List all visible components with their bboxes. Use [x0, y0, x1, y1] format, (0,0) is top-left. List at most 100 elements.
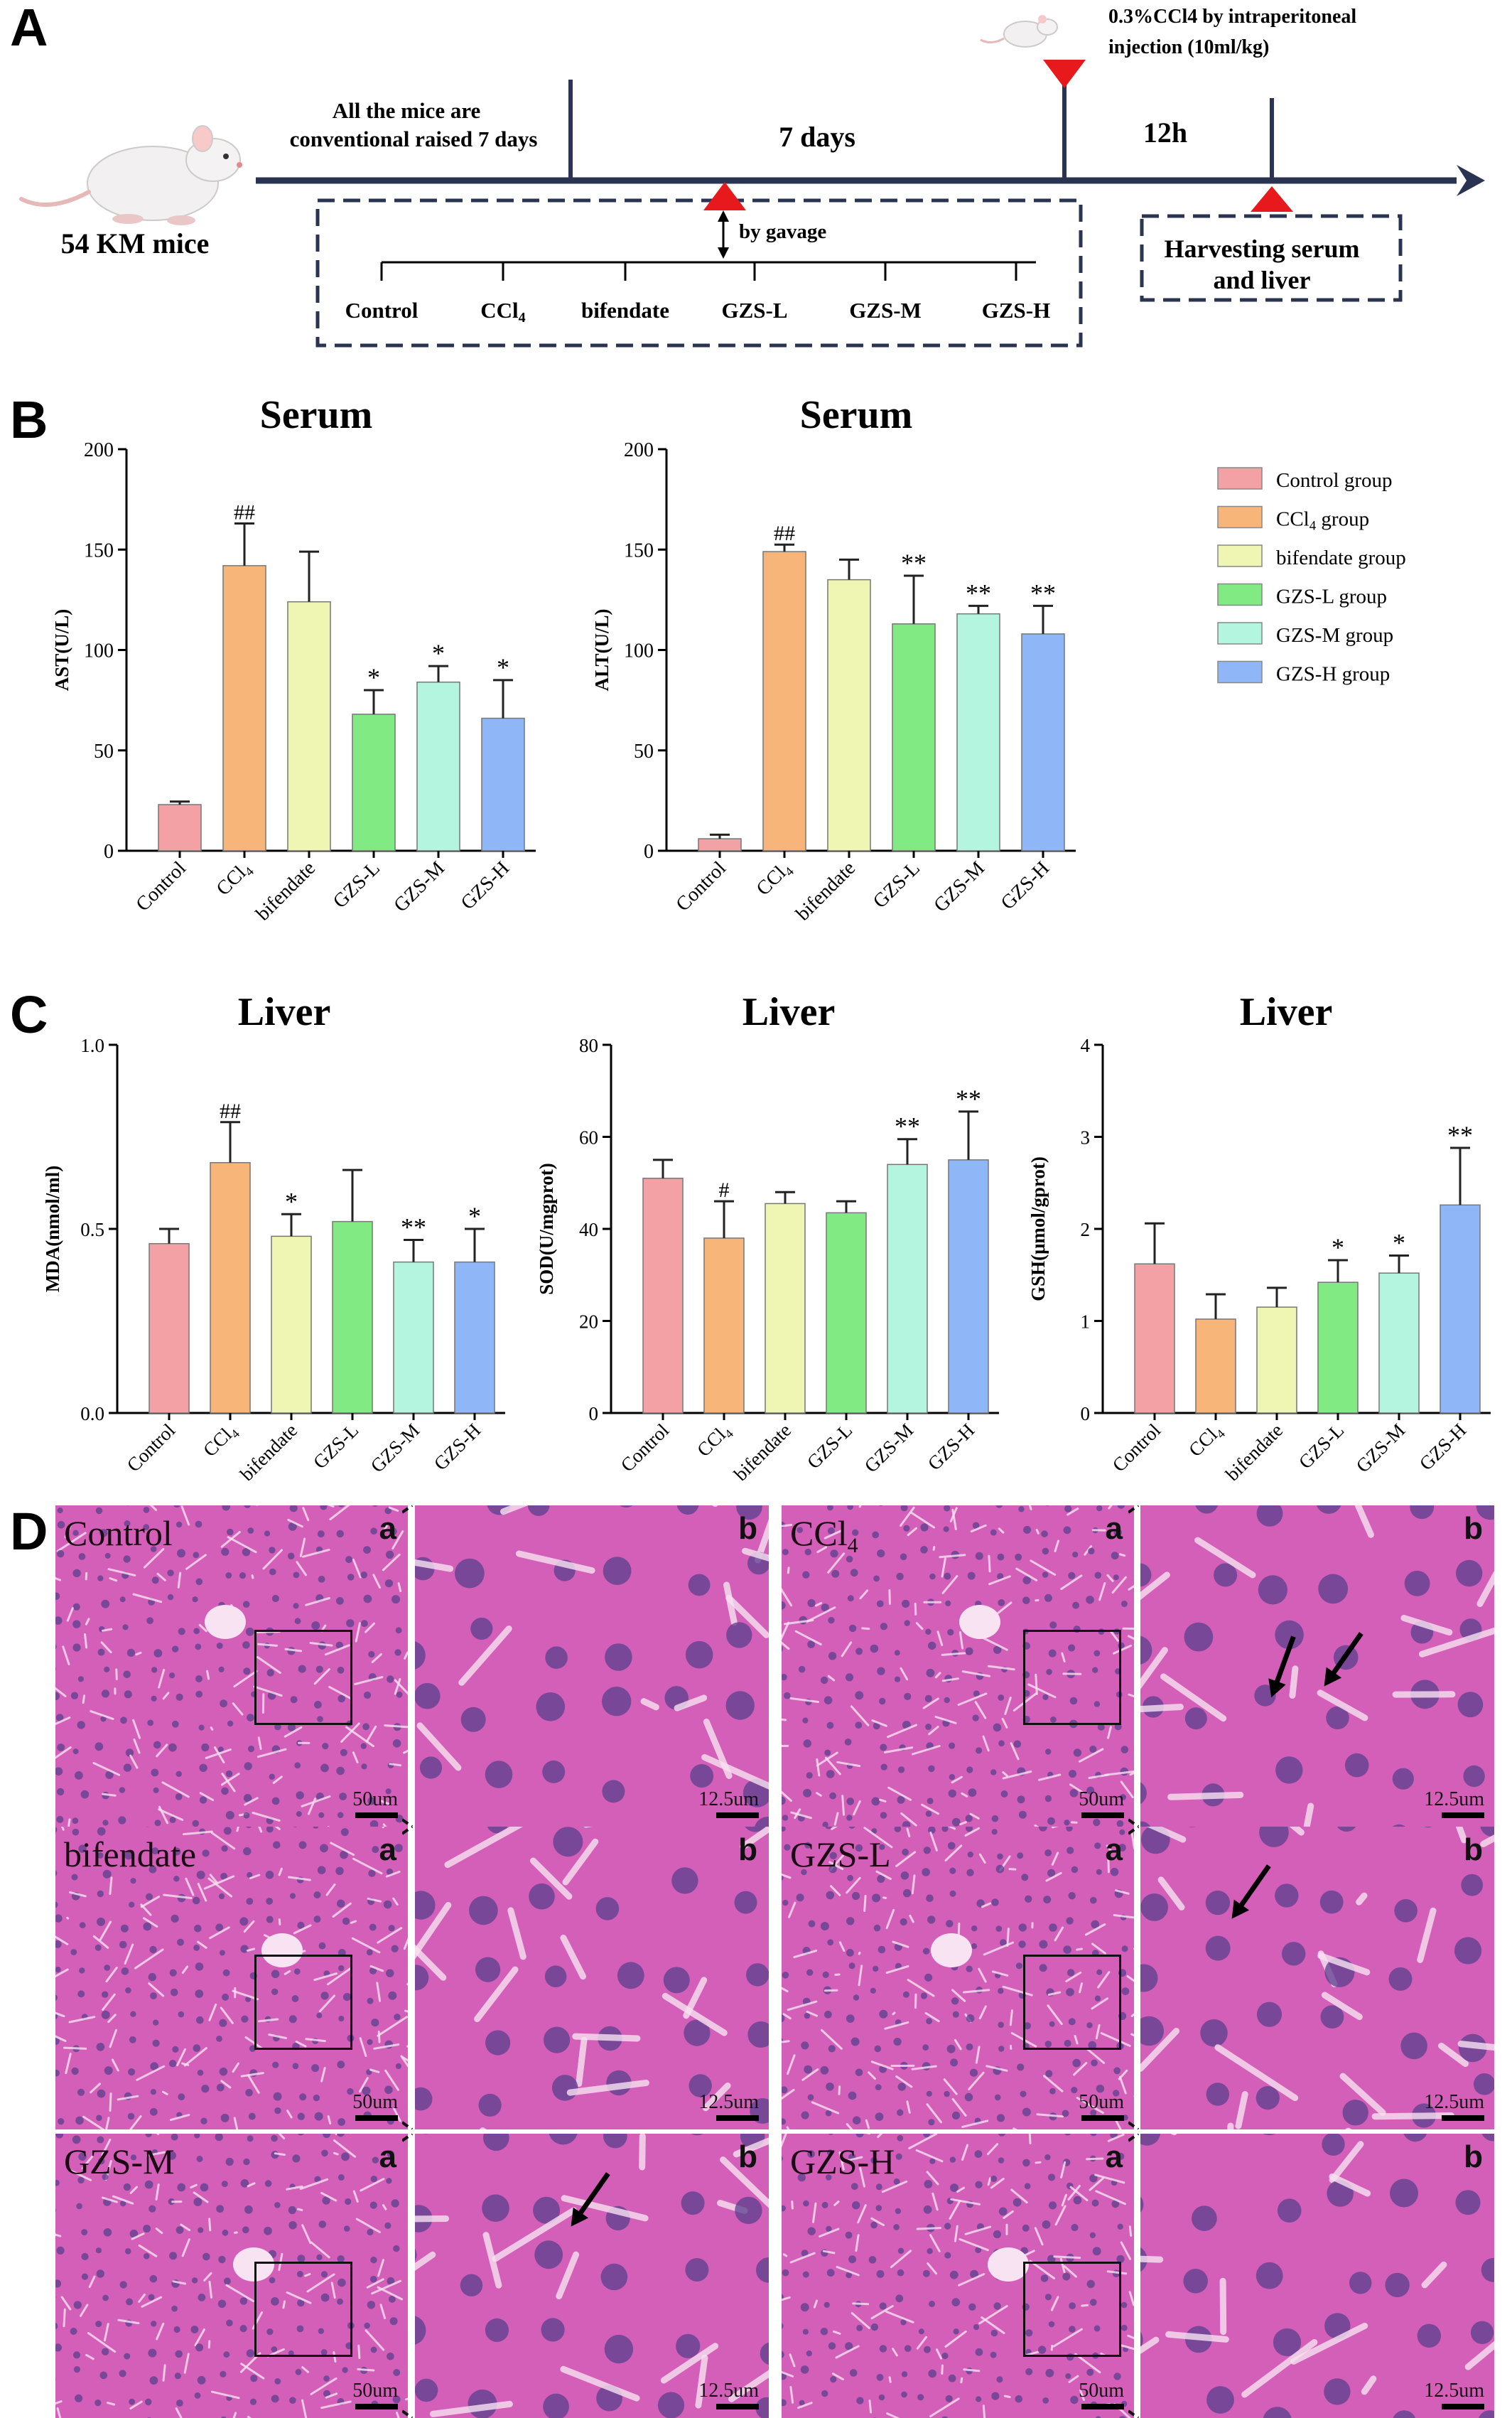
- scale-bar: [1081, 2115, 1124, 2121]
- bar-gzs-l: [892, 623, 936, 851]
- x-tick-label: GZS-H: [430, 1419, 485, 1474]
- x-tick-label: Control: [672, 857, 731, 916]
- chart-sod: Liver 0 20 40 60 80 SOD(U/mgprot) Control # CCl4b…: [536, 990, 999, 1485]
- bar-gzs-m: [887, 1164, 928, 1414]
- chart-gsh: Liver 0 1 2 3 4 GSH(μmol/gprot) Control CCl4bife…: [1027, 990, 1491, 1485]
- gavage-group-2: bifendate: [581, 298, 669, 323]
- zoom-connector: [1128, 1827, 1140, 2129]
- scale-bar: [1442, 2404, 1484, 2409]
- chart-title: Serum: [260, 393, 373, 437]
- y-tick-label: 80: [579, 1035, 598, 1056]
- bar-gzs-l: [1317, 1281, 1359, 1414]
- x-tick-label: GZS-H: [457, 857, 514, 914]
- panel-letter-b: B: [10, 390, 48, 449]
- y-tick-label: 0: [644, 841, 654, 863]
- y-axis-label: GSH(μmol/gprot): [1027, 1156, 1049, 1301]
- central-vein: [205, 1605, 246, 1639]
- central-vein: [959, 1605, 1000, 1639]
- histology-zoom-1: b 12.5um: [1140, 1505, 1494, 1827]
- bar-gzs-h: [1021, 633, 1065, 851]
- legend-label: GZS-L group: [1276, 586, 1387, 608]
- y-tick-label: 200: [624, 439, 654, 461]
- zoom-connector: [1128, 1505, 1140, 1827]
- bar-gzs-m: [416, 681, 460, 851]
- period-7days: 7 days: [779, 121, 855, 153]
- x-tick-label: bifendate: [792, 857, 860, 925]
- bar-ccl4: [210, 1162, 251, 1414]
- bar-ccl4: [703, 1237, 745, 1414]
- histology-group-name: CCl4: [790, 1513, 858, 1557]
- x-tick-label: GZS-M: [929, 857, 989, 917]
- central-vein: [931, 1933, 972, 1967]
- bar-bifendate: [765, 1203, 806, 1414]
- scale-text: 50um: [1079, 1788, 1124, 1810]
- x-tick-label: bifendate: [236, 1419, 301, 1485]
- y-tick-label: 0: [104, 841, 114, 863]
- scale-text: 12.5um: [698, 2091, 759, 2113]
- legend-swatch: [1217, 660, 1263, 684]
- scale-bar: [716, 2115, 759, 2121]
- scale-bar: [1081, 2404, 1124, 2409]
- harvest-text-2: and liver: [1213, 266, 1310, 294]
- subpanel-b-label: b: [1464, 2139, 1483, 2174]
- significance-mark: **: [901, 549, 927, 577]
- significance-mark: ##: [774, 522, 795, 545]
- mice-count-label: 54 KM mice: [61, 227, 210, 259]
- x-tick-label: GZS-L: [1295, 1419, 1348, 1473]
- x-tick-label: GZS-M: [389, 857, 449, 917]
- bar-gzs-h: [948, 1159, 989, 1414]
- bar-bifendate: [1256, 1306, 1297, 1414]
- y-axis-label: AST(U/L): [51, 609, 72, 692]
- lesion-arrow: [1231, 1864, 1271, 1919]
- x-tick-label: GZS-H: [1415, 1419, 1470, 1474]
- scale-bar: [355, 1812, 398, 1818]
- zoom-region-box: [254, 1955, 352, 2050]
- y-tick-label: 50: [94, 741, 114, 763]
- x-tick-label: Control: [1108, 1419, 1165, 1476]
- scale-bar: [716, 2404, 759, 2409]
- histology-group-name: GZS-L: [790, 1834, 891, 1874]
- y-tick-label: 0: [1081, 1403, 1091, 1424]
- significance-mark: **: [1447, 1121, 1473, 1149]
- scale-text: 50um: [352, 1788, 398, 1810]
- y-tick-label: 0: [589, 1403, 599, 1424]
- gavage-group-0: Control: [345, 298, 418, 323]
- significance-mark: **: [895, 1112, 920, 1141]
- y-axis-label: MDA(nmol/ml): [42, 1166, 63, 1292]
- bar-gzs-l: [826, 1212, 867, 1414]
- x-tick-label: bifendate: [730, 1419, 795, 1485]
- lesion-arrow: [571, 2172, 610, 2227]
- significance-mark: *: [1393, 1229, 1405, 1257]
- injection-triangle: [1043, 60, 1086, 88]
- panel-letter-c: C: [10, 985, 48, 1044]
- bar-ccl4: [762, 551, 806, 851]
- gavage-group-1: CCl4: [480, 298, 525, 326]
- y-axis-label: ALT(U/L): [591, 608, 612, 691]
- chart-alt: Serum 0 50 100 150 200 ALT(U/L) Control ## CCl4bi…: [591, 393, 1076, 925]
- panel-letter-d: D: [10, 1502, 48, 1561]
- bar-gzs-m: [1378, 1272, 1420, 1414]
- injection-text-1: 0.3%CCl4 by intraperitoneal: [1108, 6, 1356, 28]
- y-axis-label: SOD(U/mgprot): [536, 1163, 557, 1295]
- scale-bar: [716, 1812, 759, 1818]
- y-tick-label: 2: [1081, 1219, 1091, 1240]
- histology-zoom-4: b 12.5um: [415, 2134, 769, 2418]
- histology-zoom-2: b 12.5um: [415, 1827, 769, 2129]
- significance-mark: **: [401, 1213, 426, 1242]
- y-tick-label: 3: [1081, 1127, 1091, 1149]
- legend-swatch: [1217, 544, 1263, 567]
- y-tick-label: 0.5: [80, 1219, 104, 1240]
- y-tick-label: 40: [579, 1219, 598, 1240]
- legend-label: Control group: [1276, 469, 1393, 492]
- bar-gzs-h: [454, 1261, 495, 1414]
- lesion-arrow: [1324, 1632, 1364, 1687]
- x-tick-label: GZS-H: [924, 1419, 978, 1474]
- significance-mark: **: [1030, 579, 1056, 607]
- x-tick-label: GZS-M: [367, 1419, 424, 1477]
- significance-mark: **: [956, 1085, 981, 1113]
- x-tick-label: Control: [617, 1419, 674, 1476]
- y-tick-label: 100: [84, 640, 114, 662]
- zoom-connector: [1128, 2134, 1140, 2418]
- zoom-connector: [402, 2134, 414, 2418]
- harvest-box: [1140, 214, 1403, 302]
